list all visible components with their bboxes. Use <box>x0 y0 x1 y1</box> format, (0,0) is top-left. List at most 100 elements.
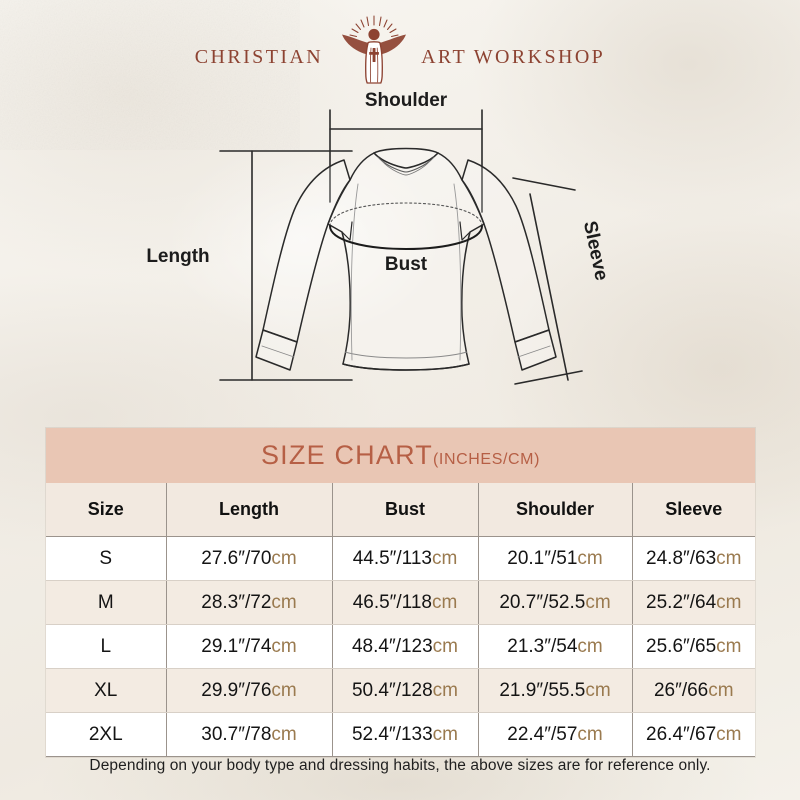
shoulder-cm-unit: cm <box>577 635 603 657</box>
sleeve-inches: 26″/66 <box>653 679 709 701</box>
bust-inches: 48.4″/123 <box>351 635 433 657</box>
column-header-shoulder: Shoulder <box>478 483 633 537</box>
label-shoulder: Shoulder <box>365 90 448 111</box>
cell-size: M <box>46 580 167 625</box>
sleeve-inches: 26.4″/67 <box>646 723 717 745</box>
cell-shoulder: 21.9″/55.5cm <box>478 668 633 713</box>
cell-bust: 44.5″/113cm <box>332 536 479 581</box>
cell-size: XL <box>46 668 167 713</box>
cell-shoulder: 22.4″/57cm <box>478 712 633 757</box>
table-row: L 29.1″/74cm 48.4″/123cm 21.3″/54cm 25.6… <box>46 624 756 669</box>
shoulder-inches: 22.4″/57 <box>507 723 578 745</box>
bust-dimension-ellipse <box>329 202 483 250</box>
bust-inches: 44.5″/113 <box>352 547 432 569</box>
label-sleeve: Sleeve <box>579 219 612 282</box>
cell-bust: 52.4″/133cm <box>332 712 479 757</box>
cell-length: 27.6″/70cm <box>166 536 333 581</box>
size-disclaimer-note: Depending on your body type and dressing… <box>89 757 711 774</box>
label-length: Length <box>146 246 209 267</box>
cell-shoulder: 20.1″/51cm <box>478 536 633 581</box>
shoulder-inches: 20.1″/51 <box>507 547 578 569</box>
sleeve-cm-unit: cm <box>716 547 742 569</box>
brand-name-left: CHRISTIAN <box>194 46 324 68</box>
length-cm-unit: cm <box>271 679 297 701</box>
bust-inches: 52.4″/133 <box>351 723 433 745</box>
shoulder-inches: 21.3″/54 <box>507 635 578 657</box>
size-chart-table: SIZE CHART(INCHES/CM) Size Length Bust S… <box>46 428 756 757</box>
shoulder-cm-unit: cm <box>585 591 611 613</box>
length-cm-unit: cm <box>271 723 297 745</box>
length-inches: 27.6″/70 <box>201 547 272 569</box>
length-inches: 28.3″/72 <box>201 591 272 613</box>
table-row: 2XL 30.7″/78cm 52.4″/133cm 22.4″/57cm 26… <box>46 712 756 757</box>
length-inches: 29.1″/74 <box>201 635 272 657</box>
brand-name-right: ART WORKSHOP <box>421 46 606 68</box>
bust-cm-unit: cm <box>432 723 458 745</box>
table-row: XL 29.9″/76cm 50.4″/128cm 21.9″/55.5cm 2… <box>46 668 756 713</box>
cell-length: 29.9″/76cm <box>166 668 333 713</box>
size-chart-title-main: SIZE CHART <box>260 440 433 470</box>
bust-cm-unit: cm <box>432 635 458 657</box>
size-value: L <box>100 635 112 657</box>
sleeve-cm-unit: cm <box>708 679 734 701</box>
bust-inches: 46.5″/118 <box>352 591 432 613</box>
shoulder-cm-unit: cm <box>577 547 603 569</box>
size-value: M <box>97 591 114 613</box>
cell-sleeve: 25.6″/65cm <box>632 624 756 669</box>
size-chart-title: SIZE CHART(INCHES/CM) <box>46 428 756 483</box>
sleeve-cm-unit: cm <box>716 635 742 657</box>
sleeve-inches: 25.2″/64 <box>646 591 717 613</box>
bust-inches: 50.4″/128 <box>351 679 433 701</box>
garment-measurement-diagram: Shoulder Length Bust Sleeve <box>0 84 800 420</box>
cell-sleeve: 24.8″/63cm <box>632 536 756 581</box>
risen-christ-cross-icon <box>342 15 407 84</box>
table-row: S 27.6″/70cm 44.5″/113cm 20.1″/51cm 24.8… <box>46 536 756 581</box>
cell-size: 2XL <box>46 712 167 757</box>
cell-bust: 50.4″/128cm <box>332 668 479 713</box>
cell-size: L <box>46 624 167 669</box>
cell-shoulder: 21.3″/54cm <box>478 624 633 669</box>
column-header-length: Length <box>166 483 333 537</box>
length-cm-unit: cm <box>271 547 297 569</box>
brand-logo: CHRISTIAN <box>0 14 800 86</box>
bust-cm-unit: cm <box>432 679 458 701</box>
size-value: S <box>99 547 113 569</box>
cell-length: 29.1″/74cm <box>166 624 333 669</box>
shoulder-dimension-guide <box>329 109 483 213</box>
sleeve-cm-unit: cm <box>716 591 742 613</box>
cell-bust: 46.5″/118cm <box>332 580 479 625</box>
column-header-size: Size <box>46 483 167 537</box>
shoulder-cm-unit: cm <box>585 679 611 701</box>
cell-shoulder: 20.7″/52.5cm <box>478 580 633 625</box>
size-value: XL <box>94 679 118 701</box>
shoulder-inches: 20.7″/52.5 <box>499 591 586 613</box>
size-chart-title-units: (INCHES/CM) <box>433 451 541 468</box>
cell-sleeve: 25.2″/64cm <box>632 580 756 625</box>
shoulder-inches: 21.9″/55.5 <box>499 679 586 701</box>
cell-length: 30.7″/78cm <box>166 712 333 757</box>
size-chart-header-row: Size Length Bust Shoulder Sleeve <box>46 483 756 537</box>
bust-cm-unit: cm <box>431 547 458 569</box>
size-chart-title-row: SIZE CHART(INCHES/CM) <box>46 428 756 483</box>
cell-sleeve: 26″/66cm <box>632 668 756 713</box>
shoulder-cm-unit: cm <box>577 723 603 745</box>
sleeve-inches: 24.8″/63 <box>646 547 717 569</box>
cell-bust: 48.4″/123cm <box>332 624 479 669</box>
cell-length: 28.3″/72cm <box>166 580 333 625</box>
label-bust: Bust <box>385 254 428 275</box>
bust-cm-unit: cm <box>431 591 458 613</box>
sleeve-cm-unit: cm <box>716 723 742 745</box>
length-cm-unit: cm <box>271 591 297 613</box>
size-value: 2XL <box>88 723 123 745</box>
cell-sleeve: 26.4″/67cm <box>632 712 756 757</box>
length-inches: 30.7″/78 <box>201 723 272 745</box>
length-dimension-guide <box>219 150 353 381</box>
sleeve-inches: 25.6″/65 <box>646 635 717 657</box>
cell-size: S <box>46 536 167 581</box>
table-row: M 28.3″/72cm 46.5″/118cm 20.7″/52.5cm 25… <box>46 580 756 625</box>
length-cm-unit: cm <box>271 635 297 657</box>
column-header-bust: Bust <box>332 483 479 537</box>
column-header-sleeve: Sleeve <box>632 483 756 537</box>
sleeve-dimension-guide <box>512 177 583 385</box>
length-inches: 29.9″/76 <box>201 679 272 701</box>
